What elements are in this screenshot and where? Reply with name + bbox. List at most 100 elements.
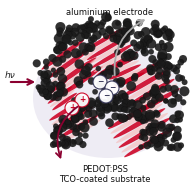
Circle shape	[138, 31, 144, 37]
Circle shape	[130, 40, 137, 46]
Circle shape	[158, 59, 163, 64]
Circle shape	[151, 20, 160, 29]
Circle shape	[140, 105, 146, 111]
Circle shape	[114, 49, 121, 55]
Circle shape	[121, 52, 130, 61]
Circle shape	[96, 96, 102, 103]
Circle shape	[43, 89, 49, 95]
Circle shape	[89, 109, 97, 118]
Circle shape	[147, 100, 155, 108]
Circle shape	[117, 37, 126, 46]
Circle shape	[87, 100, 96, 109]
Circle shape	[121, 35, 129, 43]
Circle shape	[177, 117, 183, 122]
Circle shape	[146, 39, 156, 49]
Ellipse shape	[82, 28, 124, 52]
Ellipse shape	[51, 53, 93, 83]
Circle shape	[65, 119, 70, 125]
Circle shape	[164, 84, 172, 92]
Circle shape	[69, 139, 77, 147]
Circle shape	[110, 93, 116, 99]
Circle shape	[162, 26, 168, 31]
Circle shape	[163, 61, 171, 69]
Circle shape	[68, 31, 76, 40]
Circle shape	[94, 20, 100, 26]
Circle shape	[129, 108, 139, 117]
Circle shape	[153, 28, 163, 38]
Circle shape	[62, 119, 72, 129]
Circle shape	[58, 115, 68, 125]
Circle shape	[64, 50, 72, 58]
Circle shape	[97, 22, 105, 29]
Circle shape	[157, 60, 165, 68]
Circle shape	[140, 39, 148, 47]
Circle shape	[151, 86, 160, 95]
Circle shape	[52, 57, 62, 67]
Ellipse shape	[127, 79, 175, 107]
Circle shape	[69, 122, 77, 130]
Circle shape	[59, 43, 67, 51]
Ellipse shape	[52, 93, 77, 110]
Circle shape	[123, 22, 133, 32]
Circle shape	[96, 66, 101, 71]
Circle shape	[57, 86, 64, 94]
Circle shape	[151, 119, 159, 128]
Circle shape	[121, 115, 129, 122]
Circle shape	[173, 132, 181, 140]
Circle shape	[50, 94, 56, 101]
Circle shape	[109, 35, 117, 42]
Circle shape	[111, 67, 120, 76]
Circle shape	[59, 88, 68, 97]
Ellipse shape	[121, 69, 169, 97]
Circle shape	[170, 98, 176, 104]
Circle shape	[63, 136, 71, 144]
Circle shape	[162, 134, 168, 139]
Circle shape	[110, 93, 120, 103]
Circle shape	[65, 101, 79, 115]
Circle shape	[119, 103, 128, 112]
Circle shape	[102, 104, 111, 114]
Circle shape	[68, 40, 73, 45]
Circle shape	[86, 106, 92, 112]
Circle shape	[166, 29, 172, 34]
Circle shape	[71, 113, 80, 122]
Circle shape	[167, 144, 173, 151]
Circle shape	[175, 118, 180, 123]
Ellipse shape	[44, 44, 87, 74]
Circle shape	[33, 59, 41, 67]
Circle shape	[72, 129, 80, 136]
Circle shape	[53, 92, 62, 101]
Circle shape	[165, 124, 174, 132]
Circle shape	[43, 64, 49, 70]
Circle shape	[75, 95, 83, 103]
Circle shape	[54, 33, 64, 43]
Circle shape	[150, 124, 156, 130]
Circle shape	[84, 110, 92, 118]
Ellipse shape	[87, 36, 129, 60]
Circle shape	[49, 54, 56, 62]
Circle shape	[145, 126, 151, 131]
Ellipse shape	[62, 119, 101, 142]
Circle shape	[89, 117, 98, 126]
Circle shape	[56, 90, 63, 97]
Circle shape	[102, 103, 110, 111]
Circle shape	[148, 70, 153, 75]
Circle shape	[152, 24, 159, 32]
Circle shape	[58, 123, 67, 132]
Circle shape	[75, 137, 83, 145]
Ellipse shape	[108, 99, 160, 129]
Circle shape	[155, 43, 162, 51]
Circle shape	[98, 112, 105, 119]
Circle shape	[46, 82, 55, 91]
Circle shape	[126, 81, 136, 91]
Circle shape	[67, 120, 74, 128]
Circle shape	[53, 91, 59, 97]
Circle shape	[180, 99, 186, 105]
Circle shape	[85, 63, 93, 71]
Circle shape	[168, 144, 175, 151]
Circle shape	[57, 81, 66, 90]
Circle shape	[169, 114, 178, 123]
Circle shape	[133, 100, 143, 110]
Circle shape	[53, 72, 58, 78]
Circle shape	[56, 41, 65, 50]
